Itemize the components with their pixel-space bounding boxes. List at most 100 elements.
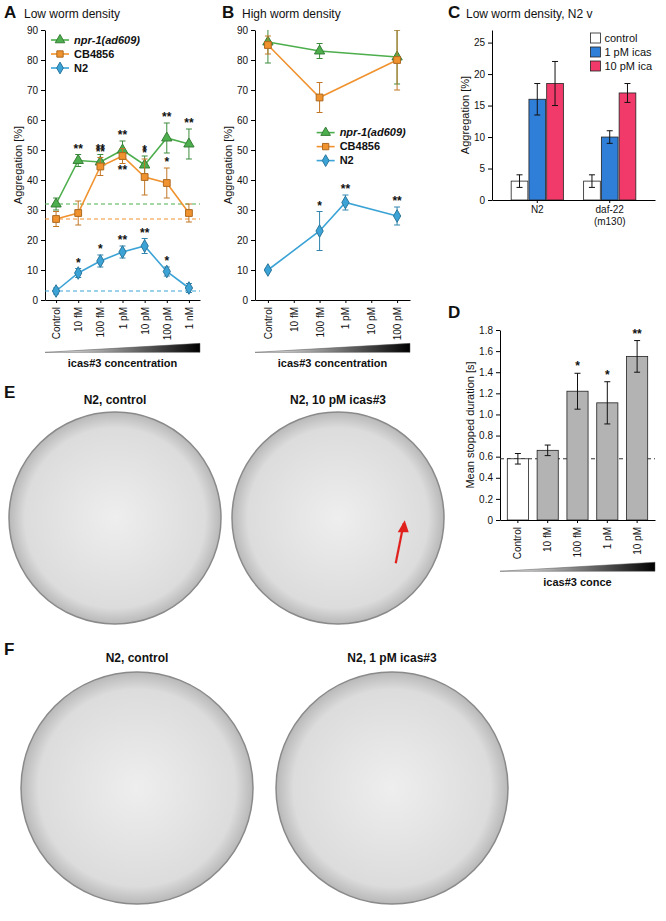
x-tick-mark [56,300,57,303]
error-bar [624,84,630,103]
data-point [264,264,271,277]
x-tick: 10 fM [542,520,553,552]
y-tick-mark [251,90,255,91]
error-bar [342,195,348,210]
culture-plate [9,412,221,624]
panel-2: CLow worm density, N2 v0510152025Aggrega… [448,3,656,227]
y-axis-title: Aggregation [%] [459,76,471,154]
x-tick: 10 fM [289,300,300,332]
plate-title: N2, control [106,651,169,665]
y-tick-label: 80 [237,55,249,66]
y-tick: 30 [237,205,255,216]
x-tick-label: 1 nM [184,307,195,329]
data-point [184,138,194,147]
significance-mark: ** [184,116,194,130]
x-tick: 10 pM [632,520,643,555]
x-tick-mark [607,520,608,523]
y-tick: 50 [237,145,255,156]
error-bar [552,61,558,105]
y-tick-mark [496,351,500,352]
plate-title: N2, 10 pM icas#3 [290,393,386,407]
legend-entry: control [590,32,637,44]
control-reference-line [45,219,200,220]
panel-1: BHigh worm density0102030405060708090Agg… [222,3,411,369]
y-tick-label: 10 [27,265,39,276]
y-tick-label: 0.2 [479,494,493,505]
legend-label: CB4856 [74,48,114,60]
data-point [75,210,82,217]
error-bar [75,201,81,225]
x-tick: 100 fM [315,300,326,338]
x-tick: 100 pM [392,300,403,340]
legend-entry: npr-1(ad609) [51,34,140,46]
image-panel: EN2, controlN2, 10 pM icas#3 [4,383,444,624]
x-tick: daf-22(m130) [594,200,626,227]
x-tick-label-line: (m130) [594,216,626,227]
x-axis: Control10 fM100 fM1 pM10 pM100 pM [256,300,411,340]
y-tick-mark [488,137,492,138]
y-tick-mark [251,210,255,211]
x-tick-mark [78,300,79,303]
x-tick-label: 1 pM [118,307,129,329]
x-tick-mark [320,300,321,303]
y-tick-label: 80 [27,55,39,66]
error-bar [575,373,581,409]
error-bar [545,445,551,456]
x-tick-mark [397,300,398,303]
legend-swatch [590,61,600,71]
data-point [51,198,61,207]
y-tick-label: 30 [27,205,39,216]
y-tick-label: 20 [27,235,39,246]
y-tick-mark [41,270,45,271]
error-bar [265,30,271,63]
x-axis-title: icas#3 concentration [278,357,388,369]
y-tick-mark [251,180,255,181]
x-tick: 1 pM [340,300,351,329]
control-reference-line [45,291,200,292]
y-tick: 10 [474,132,492,143]
y-tick-mark [488,74,492,75]
y-tick-label: 0 [32,295,38,306]
x-tick: 10 pM [366,300,377,335]
data-point [141,240,148,253]
x-tick-label: 10 pM [366,307,377,335]
legend-marker [321,127,331,135]
error-bar [120,149,126,164]
data-point [316,94,323,101]
y-axis-line [255,31,256,301]
panel-letter: C [448,3,460,22]
culture-plate [21,672,253,904]
panel-title: High worm density [242,7,341,21]
legend-entry: CB4856 [317,140,380,152]
y-tick-label: 0.8 [479,430,493,441]
y-tick-label: 10 [474,132,486,143]
significance-mark: ** [632,327,642,341]
error-bar [53,212,59,227]
y-tick-mark [251,120,255,121]
data-point [185,282,192,295]
y-tick: 0.6 [479,451,500,462]
x-tick-label: 1 pM [602,527,613,549]
y-tick: 0 [32,295,45,306]
y-tick: 20 [237,235,255,246]
annotations: **** [575,327,642,382]
x-tick: 1 pM [602,520,613,549]
y-tick-label: 25 [474,37,486,48]
panel-0: ALow worm density0102030405060708090Aggr… [4,3,201,369]
y-tick: 80 [237,55,255,66]
legend-entry: npr-1(ad609) [317,126,406,138]
annotations: ************************ [74,110,194,270]
culture-plate [232,412,444,624]
x-tick-mark [517,520,518,523]
y-tick: 15 [474,100,492,111]
error-bar [97,158,103,176]
significance-mark: * [76,256,81,270]
x-axis: N2daf-22(m130) [493,200,656,227]
x-tick-mark [637,520,638,523]
y-tick: 20 [27,235,45,246]
y-tick: 60 [237,115,255,126]
y-tick-label: 0.6 [479,451,493,462]
y-tick: 80 [27,55,45,66]
plate-rim [281,677,503,899]
y-tick-mark [496,457,500,458]
